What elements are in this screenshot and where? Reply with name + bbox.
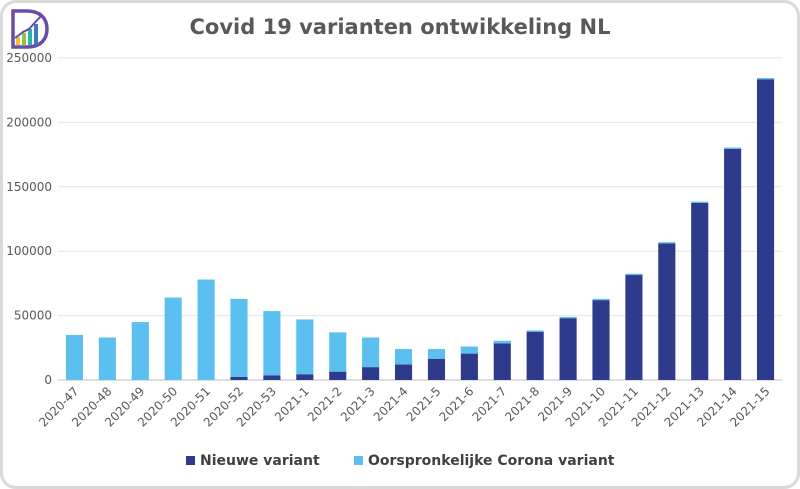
bar-segment [329,332,347,372]
x-tick-label: 2021-2 [305,384,345,424]
x-tick-label: 2021-7 [469,384,509,424]
bar-segment [460,346,478,354]
x-tick-label: 2021-6 [437,384,477,424]
bar-segment [460,353,478,380]
bar-segment [592,300,610,380]
bar-segment [526,331,544,380]
bar-segment [625,273,643,276]
legend-swatch [354,456,363,465]
y-tick-label: 50000 [14,309,52,323]
bar-segment [756,79,775,380]
bar-segment [98,337,116,380]
bar-segment [296,374,314,380]
x-tick-label: 2021-8 [502,384,542,424]
bar-segment [230,298,248,377]
bar-segment [658,243,676,380]
legend-swatch [186,456,195,465]
bar-segment [658,242,676,244]
bar-segment [756,77,775,80]
legend-label: Oorspronkelijke Corona variant [368,453,615,469]
bar-segment [625,275,643,380]
bar-segment [296,319,314,375]
bar-segment [329,371,347,380]
bar-segment [691,201,709,203]
x-tick-label: 2021-3 [338,384,378,424]
x-tick-label: 2021-1 [272,384,312,424]
bar-segment [394,349,413,365]
y-tick-label: 250000 [6,51,52,65]
y-tick-label: 100000 [6,244,52,258]
bar-segment [427,349,446,359]
bar-segment [691,202,709,380]
bar-segment [559,316,577,319]
bar-segment [263,375,281,380]
bar-segment [493,340,511,344]
bar-segment [724,148,742,380]
bar-segment [493,343,511,380]
x-tick-label: 2021-5 [404,384,444,424]
bar-segment [559,318,577,380]
bar-segment [724,147,742,149]
y-tick-label: 200000 [6,115,52,129]
bar-segment [230,376,248,380]
bar-segment [394,364,413,380]
bar-segment [164,297,182,380]
bar-segment [526,330,544,332]
bar-segment [131,322,149,380]
bar-segment [197,279,215,380]
bar-segment [592,298,610,301]
bar-segment [65,334,84,380]
x-tick-label: 2021-4 [371,384,411,424]
bar-segment [427,358,446,380]
bar-chart-logo-icon [11,9,49,49]
chart-title: Covid 19 varianten ontwikkeling NL [189,15,611,39]
legend-label: Nieuwe variant [200,453,320,469]
bar-segment [263,311,281,376]
y-tick-label: 0 [44,373,52,387]
y-tick-label: 150000 [6,180,52,194]
bar-segment [362,367,380,380]
bar-segment [362,337,380,368]
